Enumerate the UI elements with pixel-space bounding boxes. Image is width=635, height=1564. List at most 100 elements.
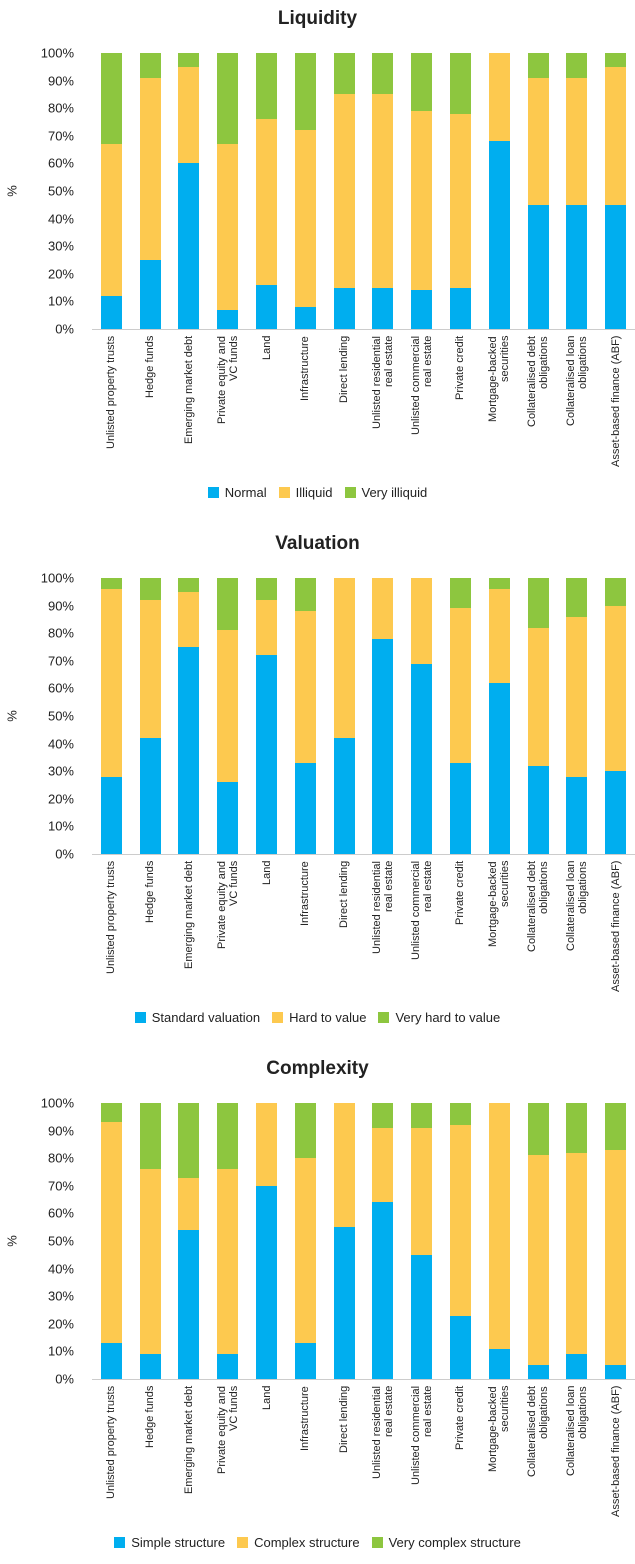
x-tick-label: Private equity and VC funds xyxy=(215,861,240,950)
bar-segment xyxy=(294,130,316,307)
chart-title: Liquidity xyxy=(277,8,358,29)
bar-segment xyxy=(527,1155,549,1366)
x-tick-label: Direct lending xyxy=(338,1386,351,1454)
x-tick-label: Hedge funds xyxy=(144,1386,157,1449)
legend-item: Simple structure xyxy=(114,1535,225,1550)
x-tick-label: Emerging market debt xyxy=(182,861,195,970)
bar-segment xyxy=(372,578,394,639)
x-tick-label: Infrastructure xyxy=(299,861,312,926)
bar-segment xyxy=(217,309,239,329)
bar-segment xyxy=(527,53,549,78)
bar-segment xyxy=(449,1315,471,1379)
bar-segment xyxy=(411,110,433,291)
x-tick-label: Unlisted commercial real estate xyxy=(409,861,434,961)
bar-segment xyxy=(294,306,316,329)
bar-segment xyxy=(566,53,588,78)
bar-segment xyxy=(605,578,627,606)
bar-segment xyxy=(605,605,627,772)
bar-segment xyxy=(294,578,316,612)
bar-segment xyxy=(100,1343,122,1379)
legend-label: Standard valuation xyxy=(151,1010,261,1025)
x-tick-label: Mortgage-backed securities xyxy=(487,861,512,947)
y-tick-label: 50% xyxy=(47,708,74,724)
bar-segment xyxy=(449,53,471,114)
x-tick-label: Private equity and VC funds xyxy=(215,1386,240,1475)
x-tick-label: Unlisted residential real estate xyxy=(370,861,395,954)
x-tick-label: Infrastructure xyxy=(299,1386,312,1451)
bar-segment xyxy=(139,738,161,854)
x-axis-line xyxy=(92,854,635,855)
bar-segment xyxy=(449,1125,471,1316)
legend-item: Very hard to value xyxy=(378,1010,500,1025)
x-tick-label: Asset-based finance (ABF) xyxy=(609,336,622,468)
bar-segment xyxy=(139,53,161,78)
bar-segment xyxy=(605,1103,627,1150)
bar-segment xyxy=(411,663,433,854)
bar-segment xyxy=(449,113,471,288)
x-tick-label: Land xyxy=(260,336,273,361)
y-tick-label: 20% xyxy=(47,1316,74,1332)
legend-label: Hard to value xyxy=(289,1010,367,1025)
bar-segment xyxy=(100,1103,122,1123)
legend-swatch xyxy=(272,1012,284,1023)
y-tick-label: 50% xyxy=(47,1233,74,1249)
bar-segment xyxy=(566,77,588,205)
bar-segment xyxy=(178,591,200,647)
bar-segment xyxy=(566,578,588,617)
bar-segment xyxy=(566,1152,588,1355)
bar-segment xyxy=(527,1103,549,1156)
legend-swatch xyxy=(344,487,356,498)
x-tick-label: Asset-based finance (ABF) xyxy=(609,861,622,993)
legend-item: Complex structure xyxy=(237,1535,360,1550)
x-tick-label: Collateralised loan obligations xyxy=(564,1386,589,1477)
chart: Valuation% 0% 10% 20% 30% 40% 50% 60% 70% 80% 90% 1… xyxy=(0,525,635,1045)
x-tick-label: Infrastructure xyxy=(299,336,312,401)
bar-segment xyxy=(449,762,471,854)
x-tick-label: Unlisted residential real estate xyxy=(370,1386,395,1479)
chart: Complexity% 0% 10% 20% 30% 40% 50% 60% 70% 80% 90%… xyxy=(0,1050,635,1564)
bar-segment xyxy=(100,1122,122,1344)
x-tick-label: Mortgage-backed securities xyxy=(487,336,512,422)
y-tick-label: 30% xyxy=(47,1288,74,1304)
legend-label: Normal xyxy=(224,485,267,500)
bar-segment xyxy=(100,776,122,854)
y-tick-label: 30% xyxy=(47,763,74,779)
bar-segment xyxy=(256,655,278,854)
x-tick-label: Collateralised loan obligations xyxy=(564,336,589,427)
legend-item: Normal xyxy=(207,485,267,500)
bar-segment xyxy=(178,1229,200,1379)
bar-segment xyxy=(605,204,627,329)
x-tick-label: Collateralised loan obligations xyxy=(564,861,589,952)
bar-segment xyxy=(217,144,239,310)
bar-segment xyxy=(256,284,278,329)
x-tick-label: Unlisted property trusts xyxy=(105,1386,118,1500)
bar-segment xyxy=(372,287,394,329)
bar-segment xyxy=(217,578,239,631)
legend-label: Illiquid xyxy=(295,485,333,500)
legend-label: Complex structure xyxy=(254,1535,360,1550)
bar-segment xyxy=(488,1103,510,1349)
bar-segment xyxy=(139,77,161,260)
x-tick-label: Collateralised debt obligations xyxy=(526,1386,551,1478)
x-tick-label: Mortgage-backed securities xyxy=(487,1386,512,1472)
bar-segment xyxy=(372,53,394,95)
bar-segment xyxy=(488,53,510,142)
bar-segment xyxy=(100,295,122,329)
bar-segment xyxy=(217,782,239,854)
legend-swatch xyxy=(114,1537,126,1548)
bar-segment xyxy=(372,1202,394,1379)
x-tick-label: Unlisted commercial real estate xyxy=(409,1386,434,1486)
y-tick-label: 10% xyxy=(47,293,74,309)
bar-segment xyxy=(178,66,200,164)
legend: Simple structure Complex structure Very co… xyxy=(0,1535,635,1550)
legend-swatch xyxy=(207,487,219,498)
bar-segment xyxy=(333,1103,355,1228)
x-tick-label: Direct lending xyxy=(338,861,351,929)
bar-segment xyxy=(566,776,588,854)
legend: Normal Illiquid Very illiquid xyxy=(0,485,635,500)
x-tick-label: Land xyxy=(260,1386,273,1411)
legend: Standard valuation Hard to value Very hard… xyxy=(0,1010,635,1025)
bar-segment xyxy=(372,94,394,288)
bar-segment xyxy=(372,1127,394,1203)
bar-segment xyxy=(411,290,433,329)
